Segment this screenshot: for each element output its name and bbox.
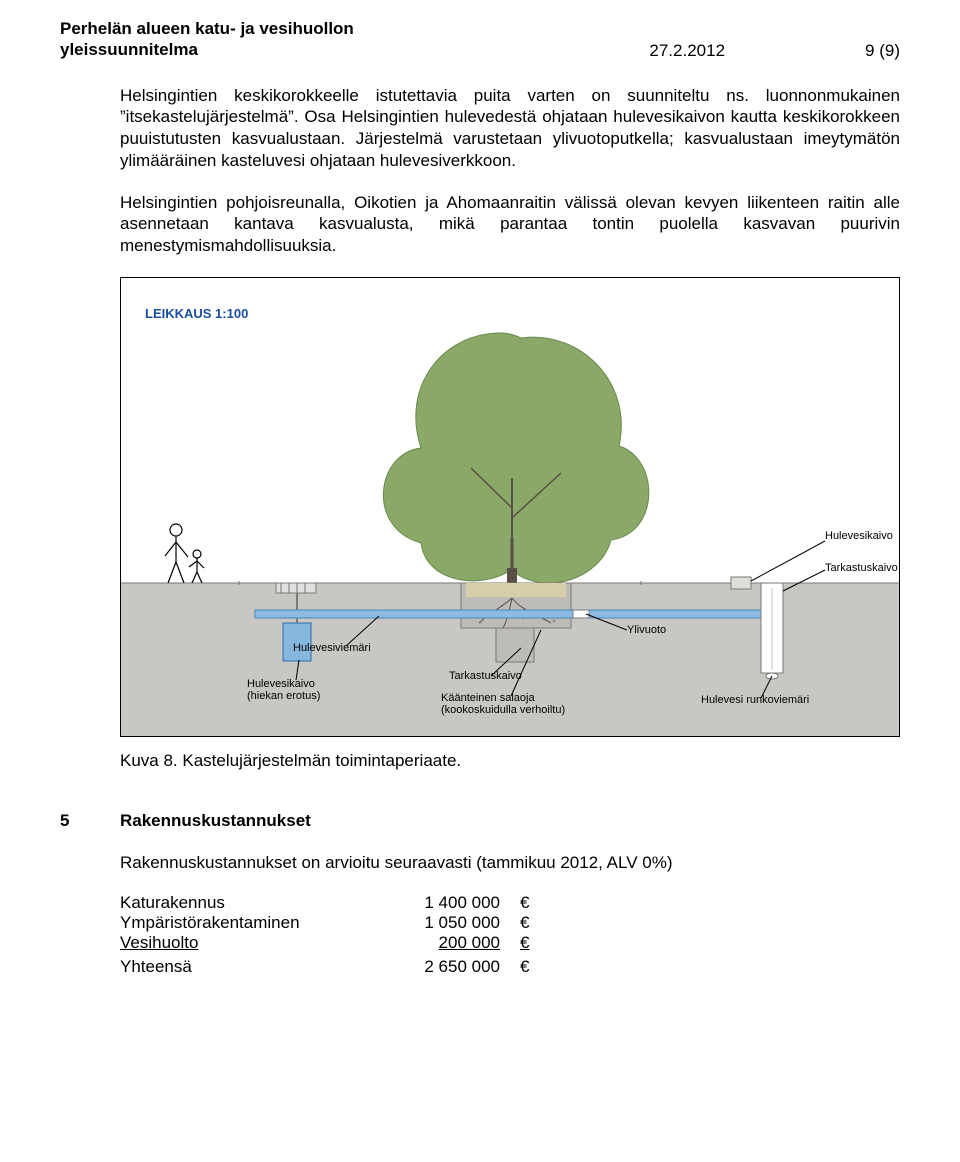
doc-page: 9 (9) <box>865 41 900 61</box>
planting-pit-icon <box>461 583 571 628</box>
table-row: Ympäristörakentaminen 1 050 000 € <box>120 913 900 933</box>
cost-value-total: 2 650 000 <box>380 957 500 977</box>
paragraph-1: Helsingintien keskikorokkeelle istutetta… <box>120 85 900 172</box>
cost-label: Vesihuolto <box>120 933 380 953</box>
cost-unit: € <box>500 893 550 913</box>
label-hulevesikaivo-bottom-line2: (hiekan erotus) <box>247 690 320 702</box>
tree-icon <box>383 333 648 600</box>
doc-title-line2: yleissuunnitelma <box>60 40 198 59</box>
section-heading: 5 Rakennuskustannukset <box>60 811 900 831</box>
cost-unit: € <box>500 913 550 933</box>
pedestrian-icon <box>165 524 204 583</box>
cost-table: Katurakennus 1 400 000 € Ympäristörakent… <box>120 893 900 977</box>
figure-scale-label: LEIKKAUS 1:100 <box>145 306 248 321</box>
table-row: Vesihuolto 200 000 € <box>120 933 900 953</box>
cost-unit: € <box>500 933 550 953</box>
road-gully-left-icon <box>276 583 316 593</box>
stormwater-pipe-icon <box>255 610 775 618</box>
label-ylivuoto: Ylivuoto <box>627 624 666 636</box>
inspection-chamber-right-icon <box>761 583 783 679</box>
cost-value: 1 050 000 <box>380 913 500 933</box>
cost-label: Ympäristörakentaminen <box>120 913 380 933</box>
label-kaanteinen: Käänteinen salaoja (kookoskuidulla verho… <box>441 692 565 716</box>
doc-meta: 27.2.2012 9 (9) <box>649 41 900 61</box>
doc-date: 27.2.2012 <box>649 41 725 61</box>
cost-label-total: Yhteensä <box>120 957 380 977</box>
label-hulevesikaivo-top: Hulevesikaivo <box>825 530 893 542</box>
cost-label: Katurakennus <box>120 893 380 913</box>
label-hulevesiviemari: Hulevesiviemäri <box>293 642 371 654</box>
section-number: 5 <box>60 811 120 831</box>
cost-intro: Rakennuskustannukset on arvioitu seuraav… <box>120 853 900 873</box>
paragraph-2: Helsingintien pohjoisreunalla, Oikotien … <box>120 192 900 257</box>
table-row: Katurakennus 1 400 000 € <box>120 893 900 913</box>
doc-title-line1: Perhelän alueen katu- ja vesihuollon <box>60 19 354 38</box>
section-title: Rakennuskustannukset <box>120 811 311 831</box>
gully-right-icon <box>731 577 751 589</box>
table-row-total: Yhteensä 2 650 000 € <box>120 957 900 977</box>
cost-value: 1 400 000 <box>380 893 500 913</box>
figure-caption: Kuva 8. Kastelujärjestelmän toimintaperi… <box>120 751 900 771</box>
label-hulevesikaivo-bottom-line1: Hulevesikaivo <box>247 678 315 690</box>
page-header: Perhelän alueen katu- ja vesihuollon yle… <box>60 18 900 61</box>
cross-section-illustration <box>121 278 900 737</box>
label-kaanteinen-line1: Käänteinen salaoja <box>441 692 535 704</box>
label-tarkastuskaivo-top: Tarkastuskaivo <box>825 562 898 574</box>
label-hulevesikaivo-bottom: Hulevesikaivo (hiekan erotus) <box>247 678 320 702</box>
label-runkoviemari: Hulevesi runkoviemäri <box>701 694 809 706</box>
label-kaanteinen-line2: (kookoskuidulla verhoiltu) <box>441 704 565 716</box>
doc-title: Perhelän alueen katu- ja vesihuollon yle… <box>60 18 354 61</box>
cost-value: 200 000 <box>380 933 500 953</box>
label-tarkastuskaivo-bottom: Tarkastuskaivo <box>449 670 522 682</box>
cost-unit-total: € <box>500 957 550 977</box>
figure-cross-section: LEIKKAUS 1:100 <box>120 277 900 737</box>
